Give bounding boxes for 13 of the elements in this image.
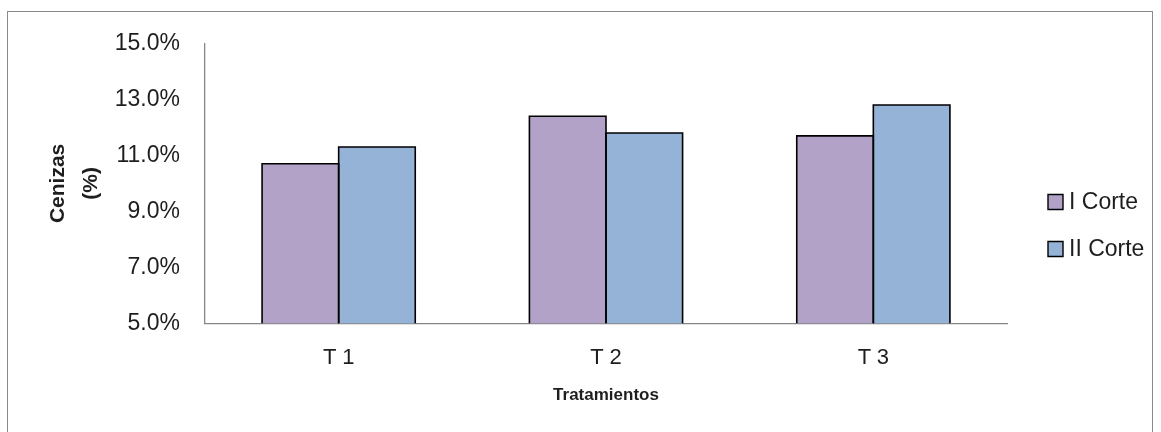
y-tick-label: 9.0% bbox=[127, 196, 180, 223]
y-tick-label: 5.0% bbox=[127, 308, 180, 335]
legend-label: I Corte bbox=[1069, 188, 1139, 215]
y-tick-label: 13.0% bbox=[114, 84, 180, 111]
y-tick-label: 15.0% bbox=[114, 28, 180, 55]
x-tick-label: T 2 bbox=[590, 343, 622, 369]
y-tick-label: 7.0% bbox=[127, 252, 180, 279]
x-axis-title: Tratamientos bbox=[553, 384, 659, 404]
y-tick-label: 11.0% bbox=[116, 140, 180, 167]
x-tick-label: T 3 bbox=[857, 343, 890, 369]
legend-label: II Corte bbox=[1069, 235, 1145, 262]
y-axis-title: Cenizas (%) bbox=[45, 143, 102, 224]
x-tick-label: T 1 bbox=[322, 343, 355, 369]
